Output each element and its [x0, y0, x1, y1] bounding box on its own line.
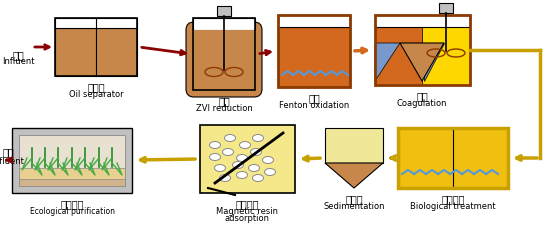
Ellipse shape [210, 142, 221, 149]
Text: 进水: 进水 [12, 50, 24, 60]
Text: Ecological purification: Ecological purification [30, 207, 114, 216]
Bar [398, 128, 508, 188]
Bar [55, 28, 137, 76]
Polygon shape [424, 43, 444, 81]
Ellipse shape [249, 164, 260, 172]
Text: 隔油池: 隔油池 [87, 82, 105, 92]
Bar [375, 27, 422, 85]
Bar [19, 135, 125, 186]
Ellipse shape [236, 155, 248, 161]
Ellipse shape [223, 149, 234, 155]
Ellipse shape [210, 154, 221, 160]
Text: adsorption: adsorption [224, 214, 270, 223]
FancyBboxPatch shape [186, 22, 262, 97]
Bar [422, 27, 470, 85]
Text: 深度处理: 深度处理 [235, 199, 258, 209]
Ellipse shape [224, 134, 235, 142]
Ellipse shape [252, 175, 263, 182]
Bar [278, 15, 350, 27]
Text: Coagulation: Coagulation [397, 99, 447, 108]
Text: ZVI reduction: ZVI reduction [196, 104, 252, 113]
Bar [55, 18, 137, 28]
Text: Oil separator: Oil separator [69, 90, 123, 99]
Bar [193, 30, 255, 50]
Bar [200, 125, 295, 193]
Bar [375, 15, 470, 27]
Ellipse shape [250, 149, 261, 155]
Text: 氧化: 氧化 [308, 93, 320, 103]
Polygon shape [375, 43, 400, 81]
Text: 生态净化: 生态净化 [60, 199, 84, 209]
Bar [439, 3, 453, 13]
Text: Influent: Influent [2, 58, 34, 66]
Bar [325, 128, 383, 163]
Bar [12, 128, 132, 193]
Bar [278, 15, 350, 87]
Bar [193, 18, 255, 90]
Text: 混凝: 混凝 [416, 91, 428, 101]
Text: 出水: 出水 [2, 147, 14, 157]
Text: 二沉池: 二沉池 [345, 194, 363, 204]
Bar [278, 27, 350, 87]
Ellipse shape [265, 168, 276, 176]
Ellipse shape [219, 175, 230, 182]
Bar [193, 30, 255, 75]
Bar [193, 18, 255, 30]
Text: 还原: 还原 [218, 96, 230, 106]
Polygon shape [325, 163, 383, 188]
Text: Effluent: Effluent [0, 157, 24, 166]
Bar [19, 168, 125, 180]
Ellipse shape [233, 161, 244, 168]
Text: Sedimentation: Sedimentation [323, 202, 385, 211]
Ellipse shape [214, 164, 225, 172]
Bar [375, 15, 470, 85]
Ellipse shape [252, 134, 263, 142]
Bar [217, 6, 231, 16]
Text: Fenton oxidation: Fenton oxidation [279, 101, 349, 110]
Bar [398, 128, 508, 188]
Ellipse shape [236, 172, 248, 179]
Polygon shape [400, 43, 444, 81]
Text: Magnetic resin: Magnetic resin [216, 207, 278, 216]
Text: 生物处理: 生物处理 [441, 194, 465, 204]
Text: Biological treatment: Biological treatment [410, 202, 496, 211]
Bar [19, 179, 125, 186]
Ellipse shape [262, 156, 273, 163]
Bar [55, 18, 137, 76]
Ellipse shape [239, 142, 250, 149]
